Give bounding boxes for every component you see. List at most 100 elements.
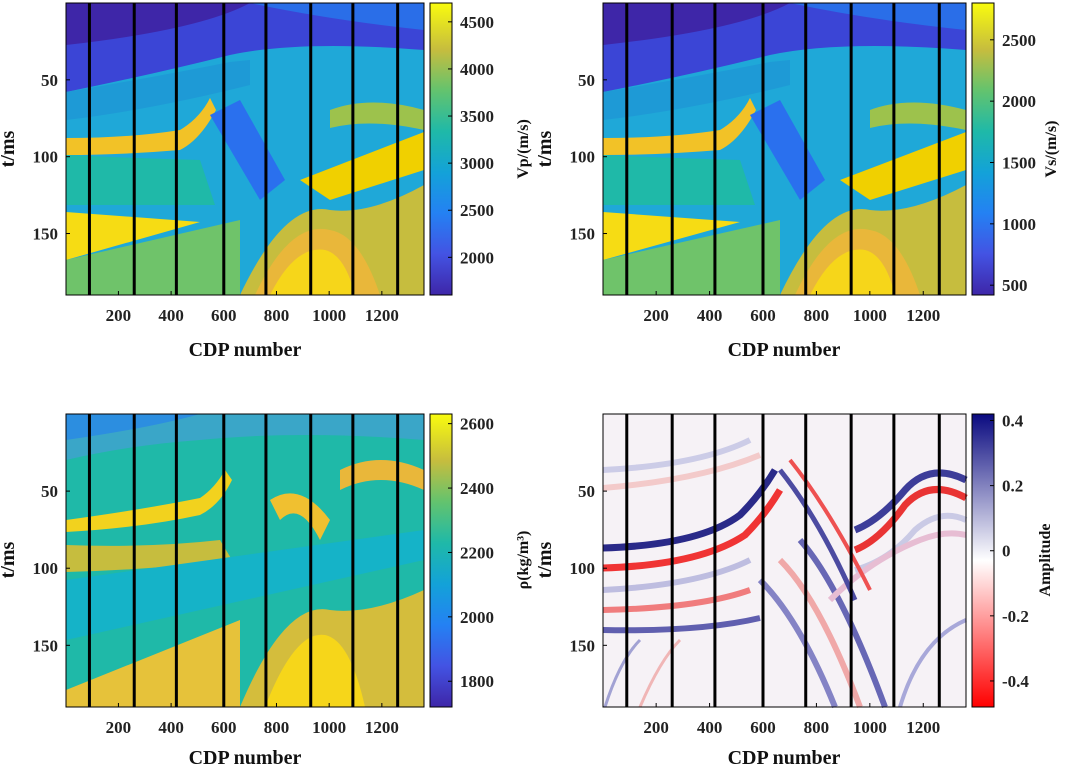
seismic-xtick-label-600: 600: [750, 718, 776, 737]
vs-ytick-label-50: 50: [578, 71, 595, 90]
rho-xtick-label-800: 800: [264, 718, 290, 737]
vp-ylabel: t/ms: [0, 130, 19, 167]
rho-y-ticks: 50 100 150: [33, 482, 70, 655]
vp-axes-frame: [65, 2, 425, 296]
vs-ytick-label-150: 150: [570, 225, 596, 244]
vp-xlabel: CDP number: [189, 339, 302, 361]
vp-colorbar-ticks: 2000 2500 3000 3500 4000 4500: [448, 13, 494, 267]
vp-xtick-label-1200: 1200: [365, 306, 399, 325]
vs-colorbar: [971, 2, 995, 296]
seismic-colorbar-label: Amplitude: [1037, 524, 1054, 597]
seismic-xlabel: CDP number: [728, 747, 841, 768]
vs-axes-frame: [602, 2, 967, 296]
seismic-axes-frame: [602, 413, 967, 708]
vp-ytick-label-150: 150: [33, 225, 59, 244]
vs-y-ticks: 50 100 150: [570, 71, 607, 244]
vs-ctick-label-0: 500: [1002, 276, 1028, 295]
rho-colorbar-label: ρ(kg/m³): [515, 531, 532, 590]
vp-ytick-label-50: 50: [41, 71, 58, 90]
seismic-well-lines: [625, 414, 941, 707]
rho-xtick-label-600: 600: [211, 718, 237, 737]
rho-xlabel: CDP number: [189, 747, 302, 768]
vs-xtick-label-200: 200: [643, 306, 669, 325]
rho-ytick-label-100: 100: [33, 559, 59, 578]
seismic-ctick-label-2: 0: [1002, 542, 1011, 561]
vs-colorbar-ticks: 500 1000 1500 2000 2500: [990, 31, 1036, 295]
rho-xtick-label-200: 200: [106, 718, 132, 737]
vp-ctick-label-1: 2500: [460, 201, 494, 220]
panel-rho: 200 400 600 800 1000 1200 50 100 150 CDP number…: [0, 413, 532, 768]
vs-ylabel: t/ms: [534, 130, 556, 167]
vs-ctick-label-1: 1000: [1002, 215, 1036, 234]
rho-xtick-label-1000: 1000: [312, 718, 346, 737]
rho-ctick-label-4: 2600: [460, 415, 494, 434]
rho-colorbar: [429, 413, 453, 708]
vs-xtick-label-800: 800: [804, 306, 830, 325]
seismic-ytick-label-50: 50: [578, 482, 595, 501]
rho-ctick-label-1: 2000: [460, 608, 494, 627]
vs-colorbar-label: Vs/(m/s): [1043, 121, 1060, 178]
vs-x-ticks: 200 400 600 800 1000 1200: [643, 291, 940, 325]
rho-axes-frame: [65, 413, 425, 708]
seismic-colorbar: [971, 413, 995, 708]
seismic-ylabel: t/ms: [534, 541, 556, 578]
vs-xtick-label-400: 400: [697, 306, 723, 325]
rho-xtick-label-1200: 1200: [365, 718, 399, 737]
rho-ytick-label-50: 50: [41, 482, 58, 501]
vs-xtick-label-600: 600: [750, 306, 776, 325]
seismic-ctick-label-0: 0.4: [1002, 412, 1024, 431]
vs-xtick-label-1200: 1200: [906, 306, 940, 325]
vs-xlabel: CDP number: [728, 339, 841, 361]
vp-ctick-label-0: 2000: [460, 248, 494, 267]
vp-ctick-label-4: 4000: [460, 60, 494, 79]
vp-x-ticks: 200 400 600 800 1000 1200: [106, 291, 399, 325]
panel-vp: 200 400 600 800 1000 1200 50 100 150 CDP number…: [0, 2, 532, 361]
rho-heatmap: [66, 414, 424, 707]
vs-xtick-label-1000: 1000: [853, 306, 887, 325]
vp-well-lines: [87, 3, 400, 295]
vs-heatmap: [603, 3, 966, 295]
rho-ctick-label-0: 1800: [460, 672, 494, 691]
seismic-ytick-label-150: 150: [570, 636, 596, 655]
vp-colorbar-label: Vp/(m/s): [515, 119, 532, 179]
vp-ctick-label-2: 3000: [460, 154, 494, 173]
seismic-heatmap: [602, 414, 968, 709]
seismic-ctick-label-1: 0.2: [1002, 477, 1023, 496]
vp-ctick-label-5: 4500: [460, 13, 494, 32]
vs-ctick-label-3: 2000: [1002, 92, 1036, 111]
seismic-xtick-label-400: 400: [697, 718, 723, 737]
seismic-colorbar-ticks: 0.4 0.2 0 -0.2 -0.4: [990, 412, 1029, 691]
vs-ytick-label-100: 100: [570, 148, 596, 167]
rho-ctick-label-3: 2400: [460, 479, 494, 498]
vp-xtick-label-600: 600: [211, 306, 237, 325]
vp-colorbar: [429, 2, 453, 296]
vp-xtick-label-200: 200: [106, 306, 132, 325]
seismic-xtick-label-1200: 1200: [906, 718, 940, 737]
vp-xtick-label-1000: 1000: [312, 306, 346, 325]
rho-colorbar-ticks: 1800 2000 2200 2400 2600: [448, 415, 494, 691]
seismic-xtick-label-1000: 1000: [853, 718, 887, 737]
seismic-y-ticks: 50 100 150: [570, 482, 607, 655]
seismic-ctick-label-3: -0.2: [1002, 607, 1029, 626]
rho-x-ticks: 200 400 600 800 1000 1200: [106, 703, 399, 737]
vp-xtick-label-800: 800: [264, 306, 290, 325]
vs-ctick-label-4: 2500: [1002, 31, 1036, 50]
panel-seismic: 200 400 600 800 1000 1200 50 100 150 CDP number…: [534, 412, 1054, 768]
vp-ctick-label-3: 3500: [460, 107, 494, 126]
panel-vs: 200 400 600 800 1000 1200 50 100 150 CDP number…: [534, 2, 1060, 361]
vp-xtick-label-400: 400: [158, 306, 184, 325]
rho-ctick-label-2: 2200: [460, 543, 494, 562]
seismic-xtick-label-200: 200: [643, 718, 669, 737]
vs-ctick-label-2: 1500: [1002, 153, 1036, 172]
rho-ylabel: t/ms: [0, 541, 19, 578]
seismic-ctick-label-4: -0.4: [1002, 672, 1029, 691]
seismic-ytick-label-100: 100: [570, 559, 596, 578]
rho-well-lines: [87, 414, 400, 707]
vp-y-ticks: 50 100 150: [33, 71, 70, 244]
vp-heatmap: [66, 3, 424, 295]
vs-well-lines: [625, 3, 941, 295]
seismic-xtick-label-800: 800: [804, 718, 830, 737]
rho-xtick-label-400: 400: [158, 718, 184, 737]
rho-ytick-label-150: 150: [33, 636, 59, 655]
